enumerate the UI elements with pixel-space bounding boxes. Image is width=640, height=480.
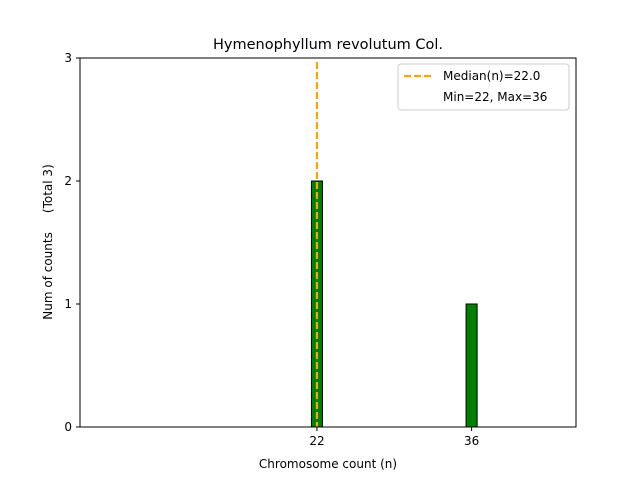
y-tick-label-0: 0 bbox=[64, 420, 72, 434]
y-tick-label-2: 2 bbox=[64, 174, 72, 188]
bar-36 bbox=[465, 303, 478, 428]
x-tick-label-36: 36 bbox=[464, 434, 479, 448]
legend-entry-median: Median(n)=22.0 bbox=[443, 69, 540, 83]
legend-entry-minmax: Min=22, Max=36 bbox=[443, 90, 547, 104]
x-tick-label-22: 22 bbox=[309, 434, 324, 448]
y-tick-label-3: 3 bbox=[64, 51, 72, 65]
plot-frame bbox=[79, 57, 577, 428]
legend: Median(n)=22.0 Min=22, Max=36 bbox=[397, 63, 570, 111]
x-axis-label: Chromosome count (n) bbox=[259, 457, 397, 471]
legend-box bbox=[397, 63, 570, 111]
chart-title: Hymenophyllum revolutum Col. bbox=[213, 37, 443, 53]
y-axis-label: Num of counts (Total 3) bbox=[41, 164, 55, 319]
x-axis-ticks: 22 36 bbox=[309, 427, 479, 448]
y-tick-label-1: 1 bbox=[64, 297, 72, 311]
y-axis-ticks: 0 1 2 3 bbox=[64, 51, 80, 434]
